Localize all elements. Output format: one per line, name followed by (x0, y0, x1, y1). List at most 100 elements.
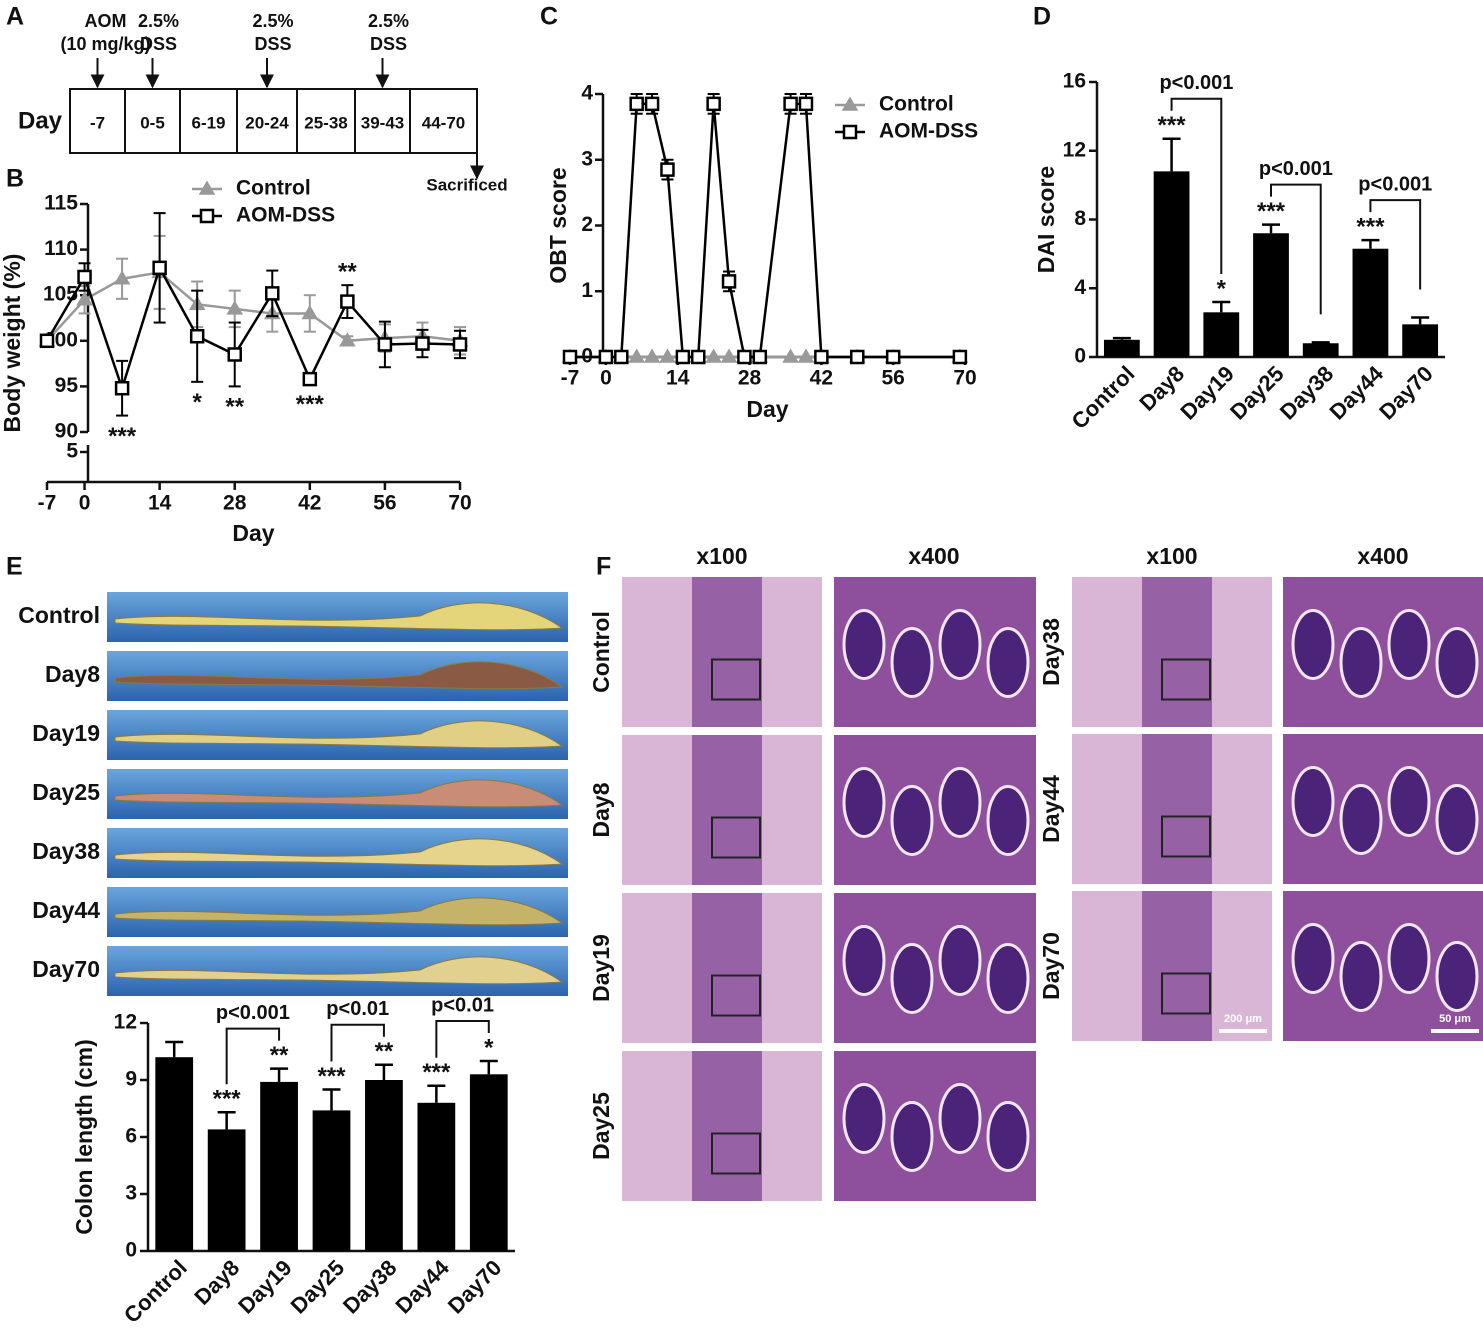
gland (986, 627, 1030, 698)
marker (339, 332, 356, 347)
marker (720, 348, 738, 363)
y-tick-label: 95 (55, 374, 79, 397)
x-axis-label: Day (746, 396, 788, 422)
x-tick-label: Day70 (1374, 361, 1438, 425)
marker (340, 294, 355, 309)
x-tick-label: 0 (600, 367, 612, 390)
gland (1339, 784, 1383, 855)
significance: ** (375, 1038, 394, 1065)
gland (1387, 609, 1431, 680)
y-tick-label: 115 (44, 192, 78, 215)
y-axis-label: Colon length (cm) (71, 1039, 97, 1234)
bar (312, 1110, 351, 1251)
y-tick-label: 16 (1063, 70, 1086, 93)
marker (628, 348, 645, 363)
x-tick-label: 28 (738, 367, 762, 390)
significance: * (484, 1034, 494, 1061)
series-line (46, 271, 461, 343)
x-tick-label: 0 (79, 492, 91, 515)
y-tick-label: 90 (55, 420, 78, 443)
marker (114, 380, 130, 396)
bracket (1270, 183, 1322, 315)
marker (850, 349, 865, 365)
photo-label: Day8 (45, 661, 100, 687)
gland (938, 925, 982, 996)
marker (690, 349, 706, 365)
panel-label: F (596, 553, 611, 581)
marker (113, 270, 131, 285)
event-label: DSS (140, 34, 177, 54)
x-tick-label: Day44 (1325, 360, 1389, 424)
gland (842, 925, 886, 996)
timeline-period: 6-19 (191, 113, 225, 132)
zoom-box (1161, 972, 1211, 1015)
significance: *** (1257, 198, 1286, 225)
bracket-label: p<0.01 (431, 994, 494, 1016)
gland (938, 1083, 982, 1154)
marker (614, 349, 629, 365)
marker (842, 124, 858, 140)
marker (199, 208, 215, 224)
colon-tissue (114, 720, 564, 749)
colon-tissue (114, 602, 564, 631)
marker (885, 349, 901, 365)
marker (301, 304, 319, 320)
y-tick-label: 12 (114, 1011, 137, 1034)
scale-bar-label: 200 μm (1224, 1013, 1262, 1025)
colon-tissue (114, 779, 564, 808)
marker (302, 371, 318, 387)
bracket (435, 1020, 490, 1058)
mucosa (692, 893, 762, 1043)
scale-bar-label: 50 μm (1439, 1013, 1471, 1025)
panel-label: B (6, 165, 24, 193)
marker (782, 348, 799, 363)
end-label: Sacrificed (426, 175, 507, 194)
gland (938, 767, 982, 838)
colon-tissue (114, 956, 564, 985)
y-axis-label: DAI score (1033, 166, 1059, 273)
gland (890, 1101, 934, 1172)
significance: *** (317, 1063, 346, 1090)
x-tick-label: Day19 (1175, 361, 1239, 425)
marker (152, 260, 167, 276)
marker (752, 349, 768, 365)
significance: * (193, 389, 203, 416)
gland (1339, 627, 1383, 698)
photo-label: Day25 (32, 779, 100, 805)
row-label: Day44 (1038, 775, 1064, 843)
panel-label: E (6, 553, 23, 581)
bar (365, 1080, 403, 1251)
x-axis-label: Day (232, 520, 274, 546)
gland (1435, 627, 1479, 698)
marker (377, 337, 393, 352)
bar (1302, 343, 1339, 357)
event-label: DSS (254, 34, 291, 54)
magnification: x400 (1357, 543, 1408, 569)
marker (198, 180, 216, 195)
gland (842, 1083, 886, 1154)
mucosa (692, 1051, 762, 1201)
event-label: 2.5% (252, 11, 293, 31)
x-tick-label: 42 (298, 492, 321, 515)
x-tick-label: Control (1067, 361, 1140, 434)
x-tick-label: 42 (810, 367, 833, 390)
x-tick-label: Control (119, 1255, 192, 1328)
marker (814, 349, 829, 365)
bracket (225, 1027, 281, 1085)
significance: ** (270, 1042, 289, 1069)
y-tick-label: 4 (581, 82, 593, 105)
marker (452, 337, 468, 352)
significance: * (1217, 275, 1227, 302)
marker (265, 286, 280, 301)
marker (644, 96, 660, 112)
timeline-period: -7 (90, 113, 105, 132)
row-label: Day38 (1038, 618, 1064, 686)
mucosa (692, 577, 762, 727)
marker (797, 348, 815, 363)
event-label: (10 mg/kg) (60, 34, 150, 54)
bracket (330, 1023, 385, 1062)
y-tick-label: 5 (66, 440, 78, 463)
x-tick-label: 56 (882, 367, 905, 390)
y-tick-label: 12 (1063, 138, 1086, 161)
x-tick-label: 70 (953, 367, 976, 390)
